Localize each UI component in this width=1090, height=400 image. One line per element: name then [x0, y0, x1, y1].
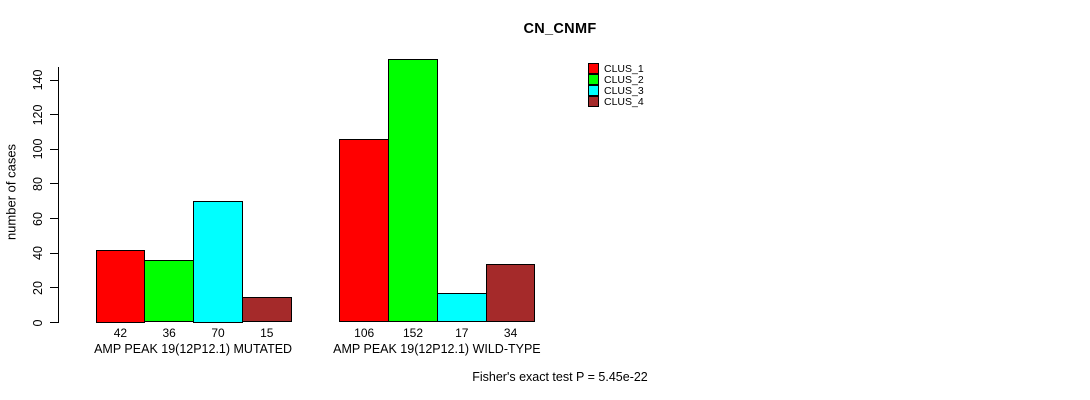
y-axis-label: number of cases	[3, 143, 19, 241]
bar-value-label: 152	[402, 325, 424, 340]
group-label: AMP PEAK 19(12P12.1) WILD-TYPE	[333, 342, 541, 356]
legend-swatch-clus_3	[588, 85, 599, 96]
y-tick-label: 20	[31, 280, 45, 295]
bar-clus_3-group2	[436, 293, 487, 323]
legend-label: CLUS_3	[604, 84, 644, 97]
bar-value-label: 106	[354, 325, 375, 340]
chart-title: CN_CNMF	[523, 21, 597, 37]
legend-item: CLUS_1	[588, 62, 644, 75]
legend-swatch-clus_4	[588, 96, 599, 107]
bar-value-label: 70	[211, 325, 225, 340]
bar-clus_4-group1	[241, 296, 292, 323]
y-tick	[50, 287, 58, 289]
bar-value-label: 42	[113, 325, 128, 340]
y-tick-label: 40	[31, 246, 45, 261]
bar-clus_3-group1	[193, 201, 243, 323]
legend-label: CLUS_4	[604, 95, 644, 108]
y-axis-line	[58, 67, 59, 323]
y-tick-label: 60	[31, 211, 45, 226]
bar-clus_1-group2	[339, 138, 390, 323]
legend-item: CLUS_3	[588, 84, 644, 97]
legend-label: CLUS_2	[604, 73, 644, 86]
y-tick	[50, 114, 58, 116]
bar-clus_2-group2	[388, 59, 438, 323]
legend-swatch-clus_1	[588, 63, 599, 74]
bar-value-label: 15	[260, 325, 274, 340]
y-tick	[50, 183, 58, 185]
y-tick-label: 120	[31, 104, 45, 126]
bar-value-label: 17	[455, 325, 469, 340]
y-tick-label: 0	[31, 319, 45, 326]
group-label: AMP PEAK 19(12P12.1) MUTATED	[94, 342, 293, 356]
legend: CLUS_1 CLUS_2 CLUS_3 CLUS_4	[588, 62, 644, 108]
bar-clus_2-group1	[144, 260, 195, 323]
legend-label: CLUS_1	[604, 62, 644, 75]
y-tick	[50, 252, 58, 254]
annotation-text: Fisher's exact test P = 5.45e-22	[472, 370, 648, 384]
bar-clus_1-group1	[95, 249, 146, 323]
bar-value-label: 34	[503, 325, 518, 340]
bar-clus_4-group2	[485, 263, 536, 323]
y-tick	[50, 79, 58, 81]
y-tick	[50, 218, 58, 220]
y-tick-label: 100	[31, 138, 45, 160]
y-tick	[50, 322, 58, 323]
legend-item: CLUS_2	[588, 73, 644, 86]
y-tick-label: 80	[31, 176, 45, 191]
y-tick	[50, 148, 58, 150]
legend-item: CLUS_4	[588, 95, 644, 108]
legend-swatch-clus_2	[588, 74, 599, 85]
y-tick-label: 140	[31, 69, 45, 91]
bar-value-label: 36	[162, 325, 176, 340]
